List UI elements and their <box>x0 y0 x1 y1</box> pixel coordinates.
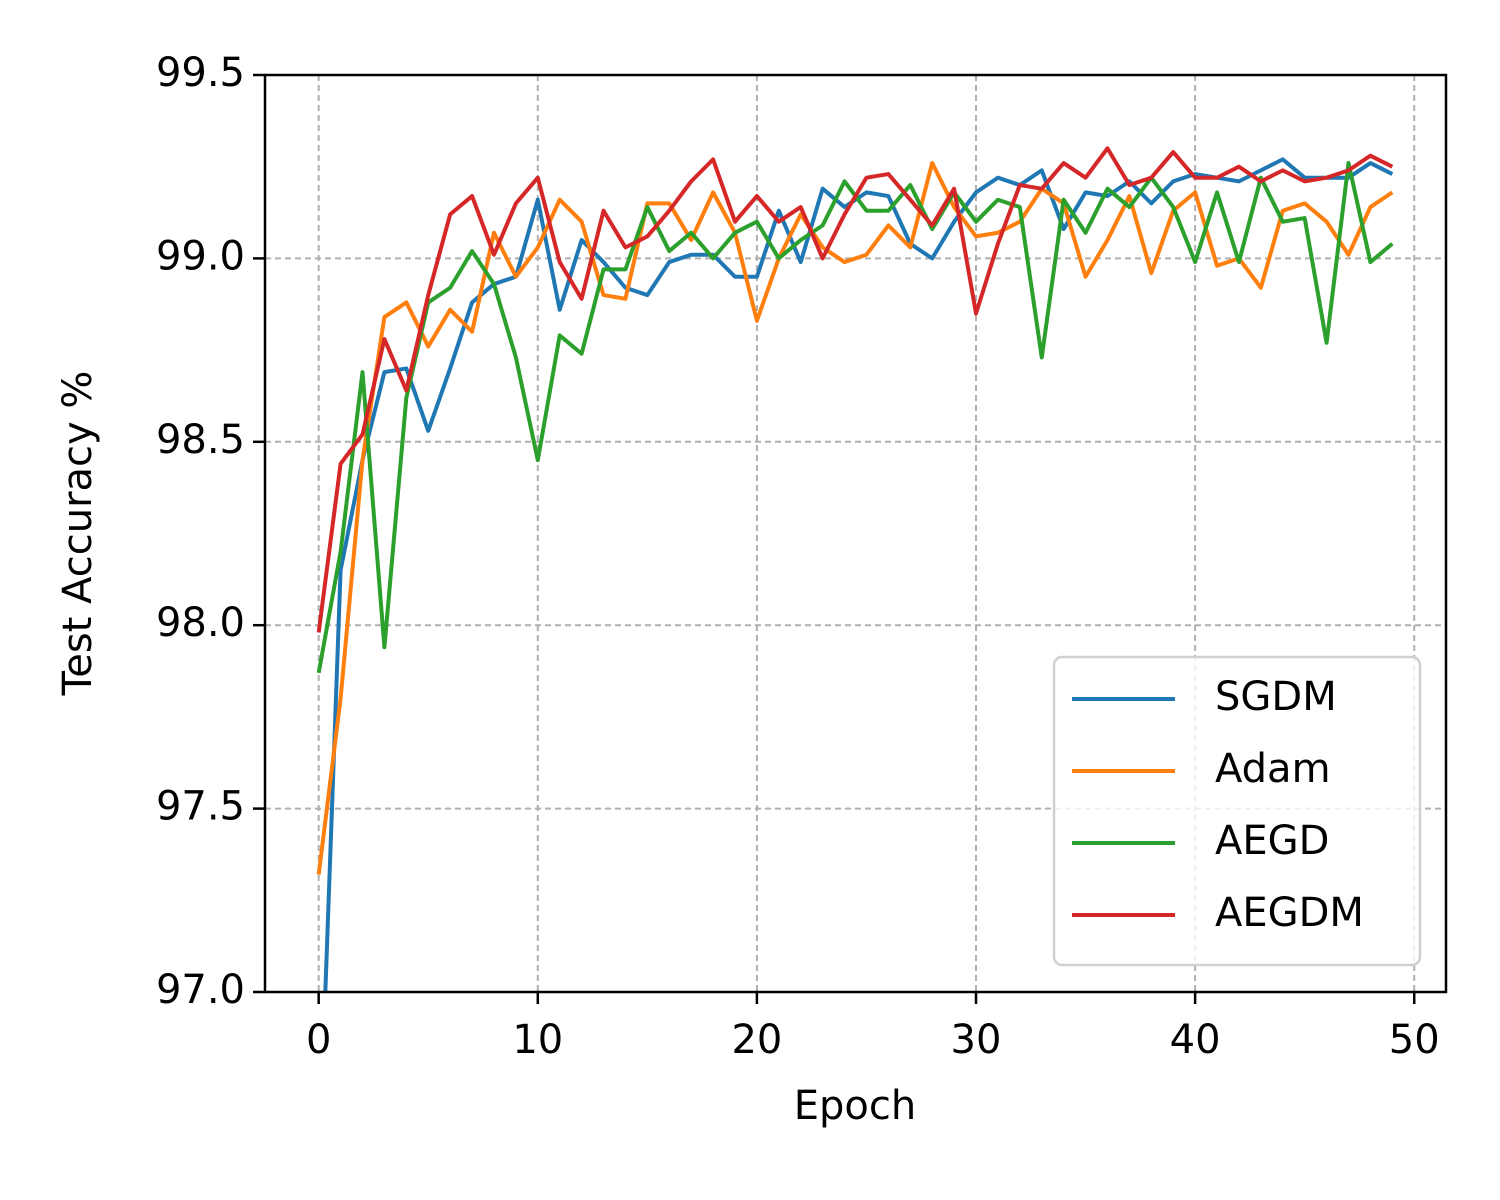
x-tick-label: 10 <box>512 1017 563 1063</box>
axes-frame <box>263 73 1448 994</box>
legend-label: Adam <box>1215 746 1331 792</box>
x-tick-label: 0 <box>306 1017 331 1063</box>
y-tick-label: 97.0 <box>156 967 245 1013</box>
legend-label: SGDM <box>1215 674 1337 720</box>
y-tick-label: 97.5 <box>156 784 245 830</box>
y-tick-label: 99.5 <box>156 50 245 96</box>
plot-area <box>316 146 1394 992</box>
x-tick-label: 30 <box>951 1017 1002 1063</box>
y-axis-label: Test Accuracy % <box>55 371 101 697</box>
x-tick-label: 20 <box>731 1017 782 1063</box>
data-line <box>316 161 1394 875</box>
data-line <box>316 161 1394 674</box>
legend-label: AEGDM <box>1215 890 1364 936</box>
data-line <box>316 146 1394 633</box>
y-tick-label: 98.5 <box>156 417 245 463</box>
x-axis-label: Epoch <box>794 1083 916 1129</box>
x-tick-label: 50 <box>1389 1017 1440 1063</box>
y-tick-label: 99.0 <box>156 233 245 279</box>
legend-label: AEGD <box>1215 818 1329 864</box>
legend-box <box>1052 655 1422 967</box>
y-tick-label: 98.0 <box>156 600 245 646</box>
x-tick-label: 40 <box>1170 1017 1221 1063</box>
